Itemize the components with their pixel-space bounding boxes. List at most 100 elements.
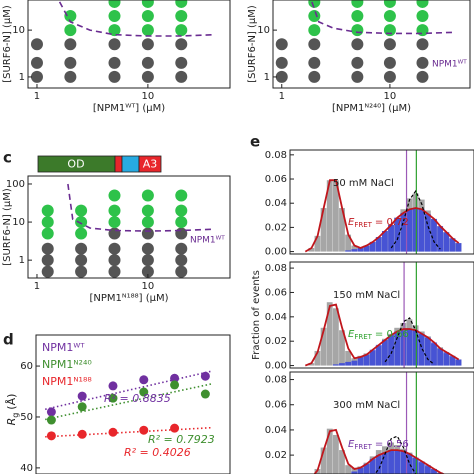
dot <box>75 265 88 278</box>
dot <box>351 38 364 51</box>
plot-area <box>313 372 446 474</box>
dot <box>141 216 154 229</box>
line-label: NPM1ᵂᵀ <box>432 60 467 70</box>
bar <box>437 226 444 252</box>
dot <box>308 10 321 23</box>
dot <box>108 189 121 202</box>
dot <box>416 70 429 83</box>
y-tick-label: 0.06 <box>265 400 287 411</box>
dot <box>108 265 121 278</box>
bar <box>320 447 327 474</box>
panel-title: 300 mM NaCl <box>333 400 400 411</box>
dot <box>383 38 396 51</box>
x-tick-label: 10 <box>384 91 397 102</box>
dot <box>75 254 88 267</box>
bar <box>431 468 437 474</box>
y-axis-label: Rg (Å) <box>5 394 20 426</box>
dot <box>108 216 121 229</box>
dot <box>108 381 118 391</box>
bar <box>363 354 370 366</box>
r-squared: R² = 0.7923 <box>148 433 215 446</box>
bar <box>345 250 352 252</box>
trend-line <box>45 383 212 421</box>
bar <box>326 180 333 252</box>
dot <box>175 242 188 255</box>
y-axis-label: [SURF6-N] (μM) <box>247 5 258 83</box>
panel: d 40 50 60 Rg (Å) NPM1ᵂᵀ R² = 0.8835 NPM1ᴺ²⁴⁰ R² … <box>3 331 231 474</box>
panel-title: 150 mM NaCl <box>333 290 400 301</box>
bar <box>431 218 437 252</box>
y-tick-label: 0.02 <box>265 450 287 461</box>
dot <box>200 371 210 381</box>
bar <box>308 363 315 366</box>
bar <box>382 339 388 366</box>
dot <box>75 227 88 240</box>
line-label: NPM1ᵂᵀ <box>190 236 225 246</box>
dot <box>46 415 56 425</box>
dot <box>275 70 288 83</box>
dot <box>175 70 188 83</box>
dot <box>108 0 121 8</box>
bar <box>443 232 450 252</box>
dot <box>383 70 396 83</box>
dot <box>64 56 77 69</box>
y-tick-label: 10 <box>12 217 25 228</box>
bar <box>351 467 358 474</box>
dot <box>64 70 77 83</box>
bar <box>406 209 413 252</box>
panel-letter: e <box>250 133 260 151</box>
dot <box>46 407 56 417</box>
dot <box>308 0 321 8</box>
y-axis-label: [SURF6-N] (μM) <box>2 5 13 83</box>
y-tick-label: 60 <box>20 361 33 372</box>
bar <box>363 463 370 474</box>
dot <box>308 56 321 69</box>
bar <box>455 359 462 366</box>
axes-frame <box>27 175 231 279</box>
legend-entry: NPM1ᵂᵀ <box>42 341 85 354</box>
x-tick-label: 1 <box>279 91 285 102</box>
dot <box>141 265 154 278</box>
bar <box>351 249 358 252</box>
y-tick-label: 0.02 <box>265 336 287 347</box>
dot <box>108 38 121 51</box>
bar <box>357 247 364 252</box>
dot <box>41 227 54 240</box>
bar <box>437 348 444 366</box>
y-tick-label: 0.04 <box>265 425 287 436</box>
panel-title: 50 mM NaCl <box>333 178 394 189</box>
dot <box>41 265 54 278</box>
bar <box>345 234 352 252</box>
r-squared: R² = 0.4026 <box>124 446 191 459</box>
y-tick-label: 0.06 <box>265 174 287 185</box>
symbol: E <box>348 439 355 450</box>
dot <box>139 425 149 435</box>
dot <box>41 242 54 255</box>
bar <box>388 224 394 252</box>
dot <box>141 70 154 83</box>
dot <box>139 375 149 385</box>
bar <box>382 452 388 474</box>
axes-frame <box>35 334 231 474</box>
bar <box>394 450 401 474</box>
value: = 0.56 <box>375 439 409 450</box>
dot <box>75 216 88 229</box>
dot <box>175 56 188 69</box>
dot <box>175 216 188 229</box>
trend-line <box>45 370 212 411</box>
domain-a3 <box>138 155 162 173</box>
dot <box>141 242 154 255</box>
dot <box>141 38 154 51</box>
bar <box>326 302 333 366</box>
threshold-line <box>58 1 215 37</box>
plot-area <box>41 183 215 278</box>
panel: 0.02 0.04 0.06 0.08 300 mM NaCl EFRET = 0.56 <box>265 371 474 474</box>
dot <box>308 24 321 37</box>
bar <box>369 241 376 252</box>
bar <box>345 361 352 366</box>
y-axis-label: [SURF6-N] (μM) <box>2 188 13 266</box>
dot <box>175 254 188 267</box>
efret-label: EFRET = 0.66 <box>348 329 409 341</box>
bar <box>394 217 401 252</box>
